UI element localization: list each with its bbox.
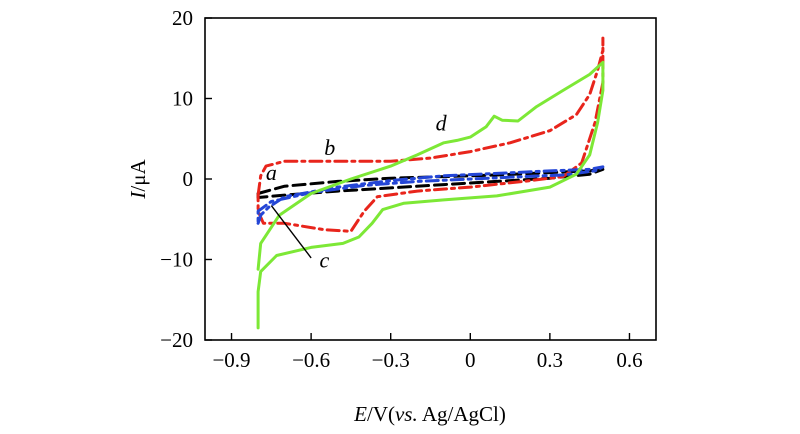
- y-tick-label: −20: [160, 328, 193, 352]
- x-tick-label: 0.3: [537, 348, 563, 372]
- curve-label-d: d: [436, 111, 448, 136]
- y-axis-var: I: [126, 191, 150, 200]
- x-tick-label: −0.9: [212, 348, 250, 372]
- curve-label-a: a: [266, 160, 277, 185]
- x-axis-var: E: [353, 402, 367, 426]
- x-axis-unit: /V(: [367, 402, 395, 426]
- x-tick-label: 0.6: [616, 348, 642, 372]
- y-tick-label: −10: [160, 248, 193, 272]
- series-b-curve: [256, 36, 605, 233]
- curve-label-c: c: [319, 248, 329, 273]
- series-d-curve: [256, 60, 605, 330]
- curve-c-leader-line: [270, 205, 312, 259]
- y-axis-unit: /μA: [126, 159, 150, 192]
- x-tick-label: −0.6: [292, 348, 330, 372]
- series-layer: [256, 36, 605, 330]
- y-axis-title: I/μA: [126, 159, 150, 200]
- y-tick-label: 10: [172, 87, 193, 111]
- x-axis-ref-italic: vs.: [395, 402, 418, 426]
- x-axis-ref: Ag/AgCl): [418, 402, 506, 426]
- x-axis-ticks: −0.9 −0.6 −0.3 0 0.3 0.6: [212, 333, 643, 372]
- x-tick-label: 0: [465, 348, 476, 372]
- x-tick-label: −0.3: [372, 348, 410, 372]
- y-tick-label: 20: [172, 6, 193, 30]
- x-axis-title: E/V(vs. Ag/AgCl): [353, 402, 506, 426]
- annotation-layer: a b c d: [266, 111, 448, 273]
- y-tick-label: 0: [183, 167, 194, 191]
- y-axis-ticks: −20 −10 0 10 20: [160, 6, 212, 352]
- curve-label-b: b: [324, 135, 335, 160]
- series-c-curve: [256, 165, 605, 225]
